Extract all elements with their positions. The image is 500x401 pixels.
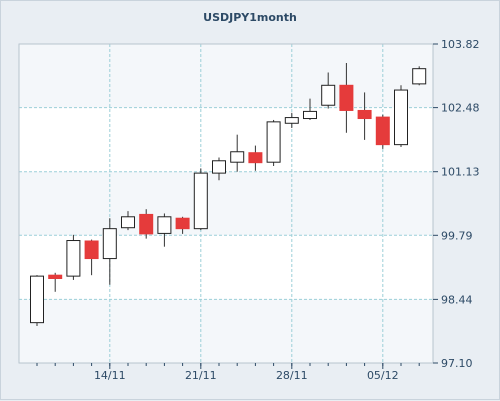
candle-up bbox=[157, 216, 172, 234]
candle-up bbox=[230, 151, 245, 163]
candle-up bbox=[121, 216, 135, 229]
y-tick-label: 103.82 bbox=[441, 38, 480, 51]
candle-down bbox=[375, 116, 390, 146]
candle-up bbox=[30, 275, 44, 324]
candle-down bbox=[139, 213, 154, 235]
candle-down bbox=[248, 152, 263, 164]
candle-up bbox=[284, 117, 299, 124]
x-tick-label: 21/11 bbox=[185, 369, 217, 382]
y-tick-label: 102.48 bbox=[441, 102, 480, 115]
y-tick-label: 99.79 bbox=[441, 229, 473, 242]
candle-up bbox=[266, 121, 281, 163]
candle-down bbox=[48, 274, 63, 280]
x-tick-label: 14/11 bbox=[94, 369, 126, 382]
chart-title: USDJPY1month bbox=[203, 11, 297, 24]
candle-up bbox=[321, 84, 336, 106]
candle-down bbox=[175, 217, 190, 230]
y-tick-label: 97.10 bbox=[441, 357, 473, 370]
y-tick-label: 101.13 bbox=[441, 166, 480, 179]
candle-down bbox=[339, 84, 354, 111]
candle-up bbox=[394, 89, 408, 146]
y-tick-label: 98.44 bbox=[441, 293, 473, 306]
plot-border bbox=[18, 43, 434, 364]
plot-area bbox=[19, 44, 433, 363]
x-tick-label: 05/12 bbox=[367, 369, 399, 382]
candle-up bbox=[412, 68, 427, 85]
candle-down bbox=[84, 240, 99, 260]
candle-up bbox=[193, 172, 208, 230]
candle-up bbox=[66, 240, 81, 277]
candle-up bbox=[102, 228, 117, 260]
candle-down bbox=[357, 109, 372, 120]
candle-up bbox=[212, 160, 226, 174]
candle-up bbox=[303, 110, 317, 120]
x-tick-label: 28/11 bbox=[276, 369, 308, 382]
grid-band bbox=[19, 235, 433, 300]
